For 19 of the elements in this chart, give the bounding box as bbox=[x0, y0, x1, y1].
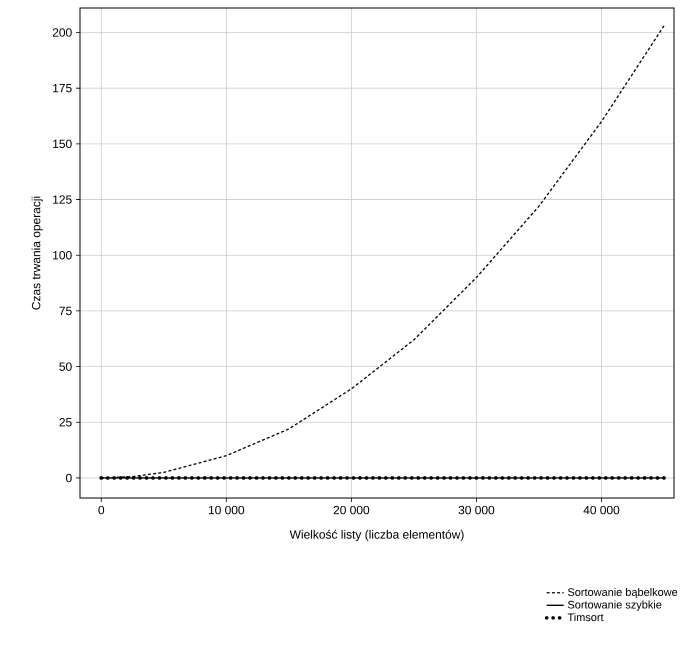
x-tick-label: 30 000 bbox=[458, 506, 494, 514]
y-tick-label: 175 bbox=[53, 84, 72, 92]
x-axis-title: Wielkość listy (liczba elementów) bbox=[290, 530, 464, 542]
y-tick-label: 100 bbox=[53, 250, 72, 260]
y-tick-label: 25 bbox=[59, 418, 72, 426]
legend-label: Sortowanie bąbelkowe bbox=[568, 588, 678, 598]
y-tick-label: 125 bbox=[53, 195, 72, 204]
y-tick-label: 150 bbox=[53, 140, 72, 148]
legend-label: Timsort bbox=[568, 613, 604, 622]
y-tick-label: 200 bbox=[52, 28, 72, 37]
x-tick-label: 40 000 bbox=[583, 506, 620, 514]
legend-label: Sortowanie szybkie bbox=[568, 600, 662, 611]
y-tick-label: 0 bbox=[66, 474, 72, 482]
y-tick-label: 50 bbox=[59, 362, 72, 371]
y-tick-label: 75 bbox=[59, 306, 72, 316]
x-tick-label: 10 000 bbox=[208, 506, 244, 514]
y-axis-title: Czas trwania operacji bbox=[32, 196, 43, 310]
x-tick-label: 0 bbox=[98, 506, 104, 514]
x-tick-label: 20 000 bbox=[334, 506, 370, 514]
